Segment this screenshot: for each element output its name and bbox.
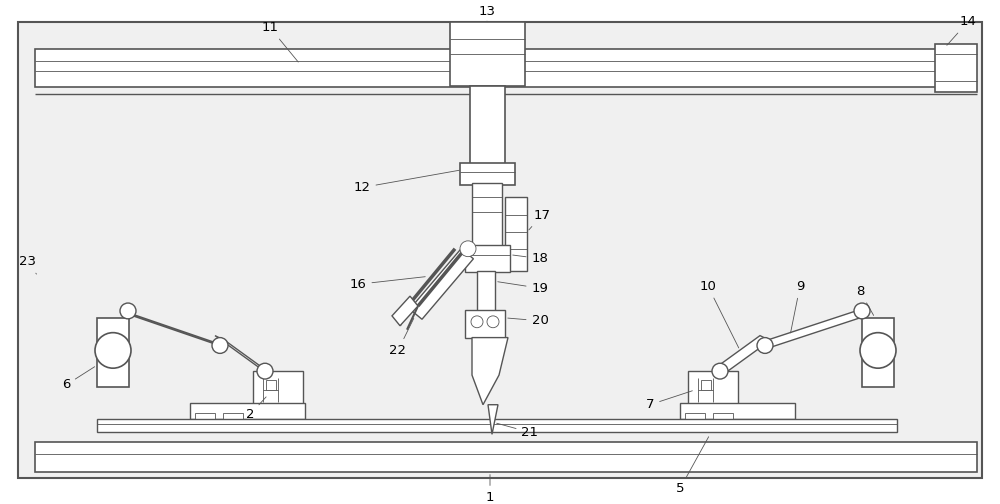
Circle shape [257, 363, 273, 379]
Circle shape [860, 333, 896, 368]
Text: 8: 8 [856, 285, 874, 316]
Bar [701, 380, 711, 390]
Bar [935, 44, 977, 92]
Bar [223, 413, 243, 424]
Circle shape [120, 303, 136, 319]
Circle shape [487, 316, 499, 328]
Polygon shape [410, 248, 473, 319]
Text: 7: 7 [646, 391, 692, 411]
Text: 10: 10 [700, 280, 739, 348]
Text: 21: 21 [497, 423, 538, 439]
Circle shape [854, 303, 870, 319]
Text: 2: 2 [246, 397, 266, 421]
Bar [862, 318, 894, 387]
Circle shape [460, 241, 476, 257]
Bar [195, 413, 215, 424]
Polygon shape [760, 311, 866, 347]
Polygon shape [488, 405, 498, 434]
Bar [35, 49, 955, 87]
Text: 23: 23 [20, 255, 36, 274]
Bar [713, 413, 733, 424]
Polygon shape [123, 311, 225, 347]
Bar [472, 182, 502, 247]
Bar [35, 442, 977, 472]
Circle shape [95, 333, 131, 368]
Bar [477, 272, 495, 311]
Text: 1: 1 [486, 475, 494, 504]
Text: 14: 14 [947, 15, 976, 45]
Bar [190, 403, 305, 418]
Polygon shape [472, 338, 508, 405]
Bar [688, 371, 738, 409]
Bar [465, 245, 510, 273]
Text: 20: 20 [508, 314, 548, 327]
Text: 22: 22 [390, 319, 414, 357]
Bar [680, 403, 795, 418]
Bar [505, 198, 527, 272]
Text: 12: 12 [354, 170, 459, 194]
Text: 18: 18 [513, 252, 548, 265]
Bar [97, 418, 897, 432]
Bar [465, 310, 505, 338]
Polygon shape [215, 336, 270, 373]
Text: 16: 16 [350, 277, 425, 291]
Circle shape [471, 316, 483, 328]
Bar [450, 22, 525, 86]
Text: 5: 5 [676, 437, 709, 495]
Circle shape [757, 338, 773, 353]
Bar [253, 371, 303, 409]
Text: 11: 11 [262, 21, 298, 62]
Text: 13: 13 [479, 6, 496, 22]
Text: 17: 17 [529, 209, 550, 230]
Polygon shape [392, 296, 418, 326]
Bar [460, 163, 515, 184]
Polygon shape [715, 336, 770, 373]
Text: 19: 19 [498, 282, 548, 295]
Bar [97, 318, 129, 387]
Circle shape [212, 338, 228, 353]
Bar [470, 86, 505, 165]
Bar [685, 413, 705, 424]
Circle shape [712, 363, 728, 379]
Bar [266, 380, 276, 390]
Text: 9: 9 [791, 280, 804, 333]
Text: 6: 6 [62, 367, 95, 392]
